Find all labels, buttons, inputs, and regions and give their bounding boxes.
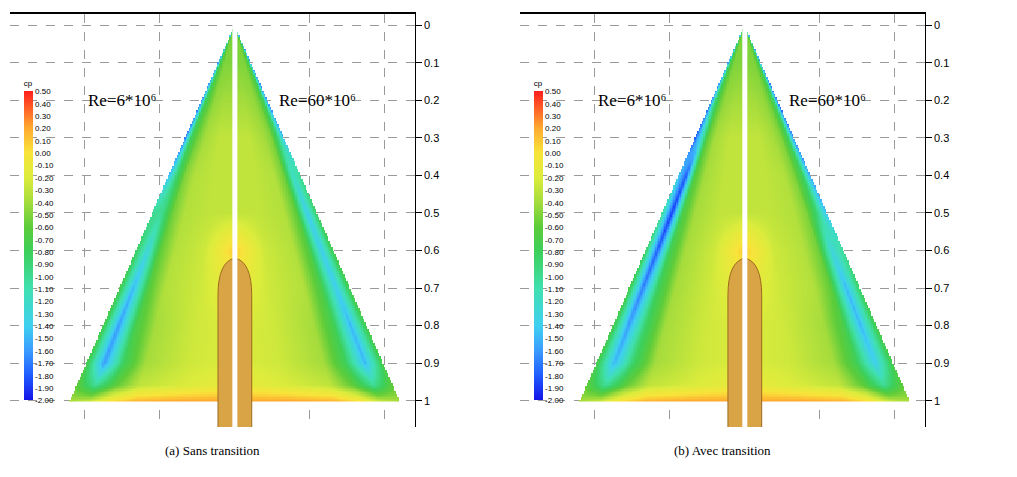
svg-text:-1.90: -1.90 <box>35 384 54 393</box>
svg-text:-1.90: -1.90 <box>545 384 564 393</box>
svg-text:0.50: 0.50 <box>35 87 51 96</box>
svg-text:0.30: 0.30 <box>545 112 561 121</box>
svg-text:-1.40: -1.40 <box>35 322 54 331</box>
svg-text:-1.30: -1.30 <box>35 310 54 319</box>
svg-text:-1.80: -1.80 <box>545 372 564 381</box>
svg-text:0.5: 0.5 <box>934 207 949 219</box>
svg-text:cp: cp <box>24 79 33 88</box>
svg-text:-1.60: -1.60 <box>35 347 54 356</box>
svg-text:-0.70: -0.70 <box>545 236 564 245</box>
svg-text:1: 1 <box>424 395 430 407</box>
svg-text:-2.00: -2.00 <box>35 396 54 405</box>
svg-text:0.4: 0.4 <box>424 169 439 181</box>
svg-text:(a) Sans transition: (a) Sans transition <box>165 443 260 458</box>
svg-text:0.6: 0.6 <box>424 244 439 256</box>
svg-text:Re=60*10⁶: Re=60*10⁶ <box>789 91 866 110</box>
svg-text:0.20: 0.20 <box>35 124 51 133</box>
svg-text:-1.10: -1.10 <box>35 285 54 294</box>
svg-text:0.10: 0.10 <box>545 137 561 146</box>
svg-text:0.8: 0.8 <box>934 319 949 331</box>
svg-text:0.40: 0.40 <box>35 100 51 109</box>
svg-text:-0.30: -0.30 <box>545 186 564 195</box>
svg-text:0.20: 0.20 <box>545 124 561 133</box>
svg-text:0.1: 0.1 <box>934 57 949 69</box>
svg-text:-0.10: -0.10 <box>545 161 564 170</box>
svg-text:0.3: 0.3 <box>424 132 439 144</box>
svg-text:-1.00: -1.00 <box>545 273 564 282</box>
svg-text:0.3: 0.3 <box>934 132 949 144</box>
svg-text:-1.70: -1.70 <box>35 359 54 368</box>
svg-text:-1.50: -1.50 <box>545 334 564 343</box>
svg-text:Re=60*10⁶: Re=60*10⁶ <box>279 91 356 110</box>
svg-text:-0.70: -0.70 <box>35 236 54 245</box>
svg-text:-1.70: -1.70 <box>545 359 564 368</box>
svg-text:-0.30: -0.30 <box>35 186 54 195</box>
svg-text:-0.90: -0.90 <box>35 260 54 269</box>
svg-text:cp: cp <box>534 79 543 88</box>
svg-text:0.5: 0.5 <box>424 207 439 219</box>
svg-text:-1.40: -1.40 <box>545 322 564 331</box>
svg-text:Re=6*10⁶: Re=6*10⁶ <box>598 91 666 110</box>
svg-text:-0.90: -0.90 <box>545 260 564 269</box>
svg-text:Re=6*10⁶: Re=6*10⁶ <box>88 91 156 110</box>
svg-text:0.6: 0.6 <box>934 244 949 256</box>
svg-text:-1.20: -1.20 <box>545 297 564 306</box>
svg-text:0.7: 0.7 <box>424 282 439 294</box>
svg-text:0.7: 0.7 <box>934 282 949 294</box>
svg-text:0.10: 0.10 <box>35 137 51 146</box>
svg-text:-1.60: -1.60 <box>545 347 564 356</box>
svg-text:0.30: 0.30 <box>35 112 51 121</box>
svg-text:0.00: 0.00 <box>35 149 51 158</box>
svg-text:0.4: 0.4 <box>934 169 949 181</box>
svg-text:0: 0 <box>424 19 430 31</box>
svg-text:-0.80: -0.80 <box>35 248 54 257</box>
svg-text:0.9: 0.9 <box>424 357 439 369</box>
svg-text:-1.80: -1.80 <box>35 372 54 381</box>
svg-text:-0.10: -0.10 <box>35 161 54 170</box>
svg-text:0.50: 0.50 <box>545 87 561 96</box>
svg-text:0.2: 0.2 <box>424 94 439 106</box>
svg-text:-1.00: -1.00 <box>35 273 54 282</box>
svg-text:-1.10: -1.10 <box>545 285 564 294</box>
svg-text:-0.40: -0.40 <box>35 199 54 208</box>
svg-text:0.1: 0.1 <box>424 57 439 69</box>
svg-text:-0.50: -0.50 <box>35 211 54 220</box>
svg-text:0.8: 0.8 <box>424 319 439 331</box>
svg-text:-0.50: -0.50 <box>545 211 564 220</box>
svg-text:-1.30: -1.30 <box>545 310 564 319</box>
svg-text:0.2: 0.2 <box>934 94 949 106</box>
svg-text:0.9: 0.9 <box>934 357 949 369</box>
svg-text:-0.80: -0.80 <box>545 248 564 257</box>
svg-text:-1.20: -1.20 <box>35 297 54 306</box>
svg-text:-1.50: -1.50 <box>35 334 54 343</box>
svg-text:-0.40: -0.40 <box>545 199 564 208</box>
svg-text:(b) Avec transition: (b) Avec transition <box>674 443 771 458</box>
svg-text:-0.60: -0.60 <box>35 223 54 232</box>
svg-text:-2.00: -2.00 <box>545 396 564 405</box>
svg-text:0.00: 0.00 <box>545 149 561 158</box>
svg-text:-0.20: -0.20 <box>35 174 54 183</box>
svg-text:-0.60: -0.60 <box>545 223 564 232</box>
svg-text:1: 1 <box>934 395 940 407</box>
svg-text:0.40: 0.40 <box>545 100 561 109</box>
svg-text:-0.20: -0.20 <box>545 174 564 183</box>
svg-text:0: 0 <box>934 19 940 31</box>
